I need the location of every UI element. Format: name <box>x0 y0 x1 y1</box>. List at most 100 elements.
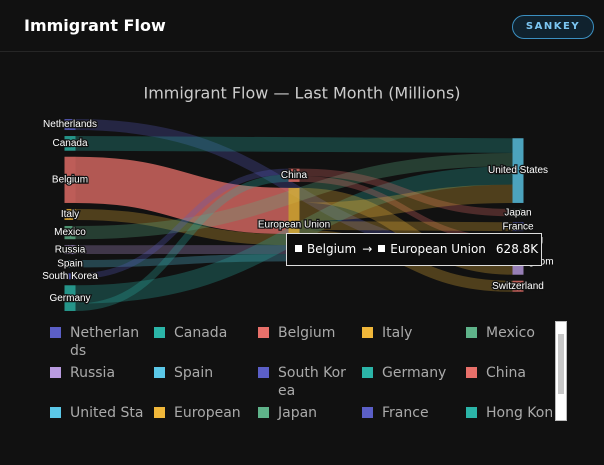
legend-label: Russia <box>70 365 116 381</box>
legend-swatch <box>154 327 165 338</box>
legend-swatch <box>258 407 269 418</box>
node <box>288 187 300 262</box>
node <box>512 222 524 232</box>
legend: Netherlands Canada Belgium Italy Mexico Russi… <box>48 324 552 420</box>
node <box>64 245 76 255</box>
node-label: South Korea <box>42 271 98 282</box>
legend-item[interactable]: Hong Kong <box>464 404 552 420</box>
legend-swatch <box>362 407 373 418</box>
legend-label: Belgium <box>278 325 336 341</box>
node-label: Italy <box>61 209 79 220</box>
legend-swatch <box>362 327 373 338</box>
legend-item[interactable]: China <box>464 364 552 400</box>
legend-swatch <box>50 327 61 338</box>
legend-label: Japan <box>278 405 318 420</box>
chart: Immigrant Flow — Last Month (Millions) N… <box>41 84 555 311</box>
legend-label: Spain <box>174 365 214 381</box>
link <box>299 184 513 221</box>
legend-label: Canada <box>174 325 228 341</box>
chart-title: Immigrant Flow — Last Month (Millions) <box>143 84 460 103</box>
legend-swatch <box>258 367 269 378</box>
node <box>64 119 76 131</box>
link <box>75 208 289 246</box>
node <box>64 285 76 311</box>
legend-label: South Korea <box>278 365 346 399</box>
node-label: Netherlands <box>43 119 97 130</box>
node <box>64 156 76 203</box>
link <box>75 156 289 235</box>
node <box>512 208 524 217</box>
header-title: Immigrant Flow <box>24 16 166 35</box>
legend-scrollbar[interactable] <box>555 321 567 421</box>
node-label: Mexico <box>54 227 86 238</box>
legend-label: Mexico <box>486 325 535 341</box>
node <box>64 260 76 268</box>
legend-swatch <box>154 407 165 418</box>
legend-label: Germany <box>382 365 447 381</box>
node-label: United States <box>488 165 548 176</box>
legend-swatch <box>50 367 61 378</box>
node-label: China <box>281 170 308 181</box>
node <box>64 273 76 280</box>
legend-item[interactable]: Italy <box>360 324 464 360</box>
legend-swatch <box>466 407 477 418</box>
legend-swatch <box>154 367 165 378</box>
legend-swatch <box>258 327 269 338</box>
legend-swatch <box>50 407 61 418</box>
legend-label: Hong Kong <box>486 405 552 420</box>
legend-label: Italy <box>382 325 413 341</box>
legend-swatch <box>466 367 477 378</box>
legend-item[interactable]: United States <box>48 404 152 420</box>
node-label: Canada <box>52 138 87 149</box>
node-label: European Union <box>258 219 330 230</box>
link <box>75 168 289 280</box>
chart-type-badge[interactable]: SANKEY <box>512 15 594 39</box>
legend-swatch <box>362 367 373 378</box>
legend-item[interactable]: Mexico <box>464 324 552 360</box>
legend-label: United States <box>70 405 144 420</box>
tooltip-separator: → <box>362 242 373 256</box>
legend-label: European Union <box>174 405 241 420</box>
legend-label: Netherlands <box>70 325 140 359</box>
node <box>64 225 76 240</box>
link <box>299 220 513 232</box>
node-label: Spain <box>57 258 83 269</box>
node <box>512 138 524 203</box>
link <box>75 253 289 268</box>
node-label: Japan <box>504 207 531 218</box>
tooltip-target: European Union <box>390 242 486 256</box>
legend-item[interactable]: Canada <box>152 324 256 360</box>
tooltip-source: Belgium <box>307 242 357 256</box>
legend-label: France <box>382 405 429 420</box>
legend-item[interactable]: South Korea <box>256 364 360 400</box>
legend-item[interactable]: Russia <box>48 364 152 400</box>
header: Immigrant Flow SANKEY <box>0 0 604 52</box>
legend-item[interactable]: Germany <box>360 364 464 400</box>
tooltip-swatch <box>378 245 386 252</box>
node-label: Russia <box>55 244 86 255</box>
node <box>64 208 76 220</box>
tooltip: Belgium → European Union 628.8K <box>286 233 542 266</box>
legend-item[interactable]: Netherlands <box>48 324 152 360</box>
legend-grid: Netherlands Canada Belgium Italy Mexico Russi… <box>48 324 552 420</box>
link <box>75 136 513 153</box>
node <box>64 136 76 151</box>
node <box>288 168 300 182</box>
node-label: Switzerland <box>492 281 544 292</box>
legend-item[interactable]: European Union <box>152 404 256 420</box>
legend-item[interactable]: France <box>360 404 464 420</box>
legend-item[interactable]: Belgium <box>256 324 360 360</box>
legend-item[interactable]: Spain <box>152 364 256 400</box>
node-label: Germany <box>49 293 90 304</box>
legend-item[interactable]: Japan <box>256 404 360 420</box>
tooltip-swatch <box>295 245 302 252</box>
node-label: France <box>502 221 534 232</box>
legend-swatch <box>466 327 477 338</box>
link <box>299 168 513 217</box>
scroll-thumb[interactable] <box>558 334 564 394</box>
node <box>512 280 524 292</box>
legend-label: China <box>486 365 526 381</box>
node-label: Belgium <box>52 174 88 185</box>
tooltip-value: 628.8K <box>495 242 539 256</box>
